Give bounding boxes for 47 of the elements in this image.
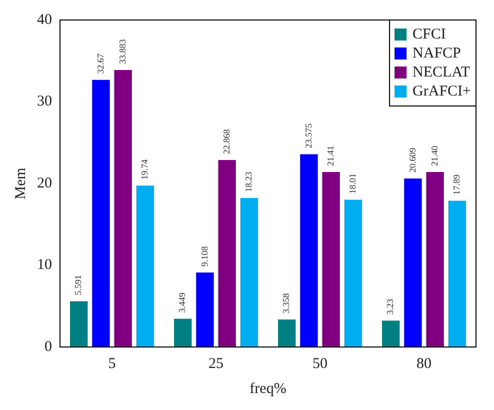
bar	[426, 172, 444, 347]
data-label: 19.74	[140, 158, 150, 180]
bar	[382, 320, 400, 347]
data-label: 3.23	[385, 298, 396, 315]
bar	[322, 172, 340, 347]
x-axis-title: freq%	[250, 380, 286, 397]
data-label: 33.883	[117, 38, 128, 64]
bar	[240, 198, 258, 347]
data-label: 32.67	[95, 53, 106, 74]
y-tick-label: 10	[37, 257, 52, 274]
bar	[70, 301, 88, 347]
bar	[196, 272, 214, 347]
data-label: 3.358	[281, 292, 292, 314]
legend-label: CFCI	[412, 26, 446, 42]
data-label: 21.41	[325, 146, 336, 166]
x-tick-label: 25	[208, 356, 224, 372]
data-label: 18.01	[348, 174, 358, 194]
legend-label: NAFCP	[412, 45, 461, 62]
data-label: 9.108	[199, 246, 210, 267]
data-label: 21.40	[429, 145, 440, 166]
bar	[218, 160, 236, 347]
data-label: 5.591	[73, 275, 84, 296]
bar	[278, 320, 296, 347]
y-axis-title: Mem	[12, 167, 29, 200]
data-label: 20.609	[407, 147, 418, 173]
data-label: 22.868	[221, 128, 232, 154]
x-tick-label: 5	[108, 356, 116, 372]
bar	[114, 70, 132, 347]
legend-label: GrAFCI+	[412, 83, 472, 100]
x-tick-label: 80	[416, 356, 432, 372]
data-label: 23.575	[303, 123, 314, 148]
data-label: 17.89	[452, 174, 462, 195]
y-tick-label: 30	[37, 94, 52, 110]
bar	[404, 178, 422, 347]
data-label: 3.449	[177, 292, 188, 313]
bar	[300, 154, 318, 347]
bar	[344, 200, 362, 347]
legend-label: NECLAT	[412, 64, 470, 80]
data-label: 18.23	[244, 171, 254, 192]
bar	[136, 186, 154, 347]
y-tick-label: 20	[37, 175, 52, 192]
y-tick-label: 0	[44, 338, 52, 355]
x-tick-label: 50	[312, 356, 328, 372]
y-tick-label: 40	[37, 12, 52, 28]
bar	[448, 200, 466, 347]
bar	[92, 80, 110, 347]
bar	[174, 318, 192, 347]
